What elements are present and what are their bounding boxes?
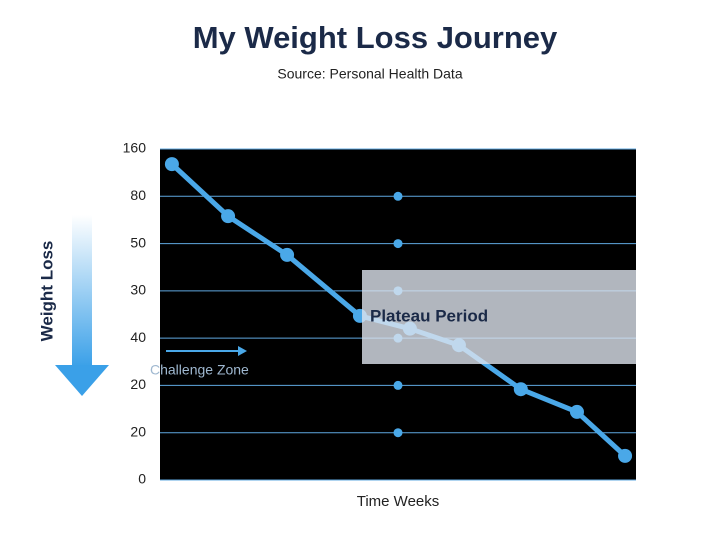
annotation: Challenge Zone xyxy=(150,362,249,378)
point xyxy=(280,247,295,262)
chart-subtitle: Source: Personal Health Data xyxy=(277,66,462,82)
grid-dot xyxy=(393,191,403,201)
y-tick-label: 20 xyxy=(130,376,146,392)
y-tick-label: 0 xyxy=(138,471,146,487)
annotation: Plateau Period xyxy=(370,306,488,325)
grid-dot xyxy=(393,239,403,249)
chart-title: My Weight Loss Journey xyxy=(193,20,558,55)
grid-dot xyxy=(393,380,403,390)
plateau-region xyxy=(362,270,636,364)
point xyxy=(569,404,584,419)
x-axis-label: Time Weeks xyxy=(357,493,440,510)
y-tick-label: 40 xyxy=(130,329,146,345)
point xyxy=(221,209,236,224)
point xyxy=(618,448,633,463)
y-tick-label: 80 xyxy=(130,187,146,203)
grid-dot xyxy=(393,428,403,438)
y-tick-label: 20 xyxy=(130,423,146,439)
y-tick-label: 160 xyxy=(123,140,147,156)
y-tick-label: 50 xyxy=(130,234,146,250)
y-arrow xyxy=(72,215,92,367)
point xyxy=(164,157,179,172)
y-arrow-head xyxy=(55,365,109,396)
arrow-head xyxy=(238,346,247,356)
y-tick-label: 30 xyxy=(130,282,146,298)
point xyxy=(513,382,528,397)
y-axis-label: Weight Loss xyxy=(37,241,56,342)
